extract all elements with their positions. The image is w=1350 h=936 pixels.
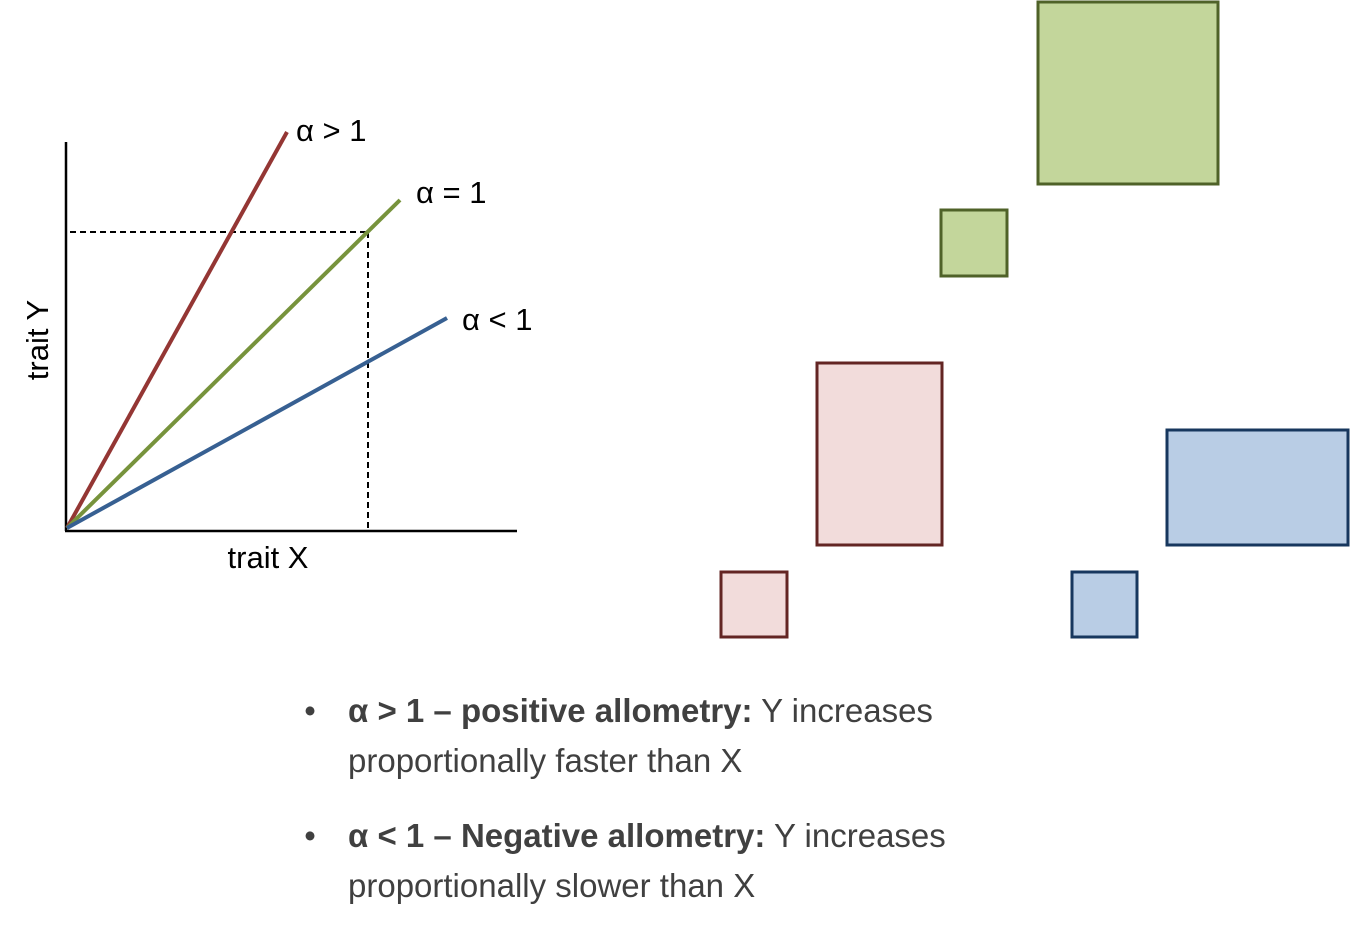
bullet-marker: • xyxy=(304,692,316,729)
bullet-heading-negative: α < 1 – Negative allometry: xyxy=(348,817,766,854)
bullet-text-negative: Y increases proportionally slower than X xyxy=(348,817,946,904)
red-small-square xyxy=(719,570,789,639)
label-alpha-equal: α = 1 xyxy=(416,175,487,210)
bullet-item-positive-allometry: • α > 1 – positive allometry: Y increase… xyxy=(300,686,1060,786)
bullet-heading-positive: α > 1 – positive allometry: xyxy=(348,692,753,729)
label-alpha-greater: α > 1 xyxy=(296,113,367,148)
line-alpha-greater xyxy=(65,131,289,529)
bullet-item-negative-allometry: • α < 1 – Negative allometry: Y increase… xyxy=(300,811,1060,911)
blue-large-rectangle xyxy=(1165,428,1350,547)
red-large-rectangle xyxy=(815,361,944,547)
bullet-marker: • xyxy=(304,817,316,854)
green-large-square xyxy=(1036,0,1220,186)
line-alpha-less xyxy=(66,316,448,530)
blue-small-square xyxy=(1070,570,1139,639)
y-axis-label: trait Y xyxy=(20,300,55,380)
green-small-square xyxy=(939,208,1009,278)
bullet-text-positive: Y increases proportionally faster than X xyxy=(348,692,933,779)
x-axis-label: trait X xyxy=(228,540,309,575)
line-alpha-equal xyxy=(65,198,402,530)
bullet-list: • α > 1 – positive allometry: Y increase… xyxy=(300,686,1060,936)
label-alpha-less: α < 1 xyxy=(462,302,533,337)
